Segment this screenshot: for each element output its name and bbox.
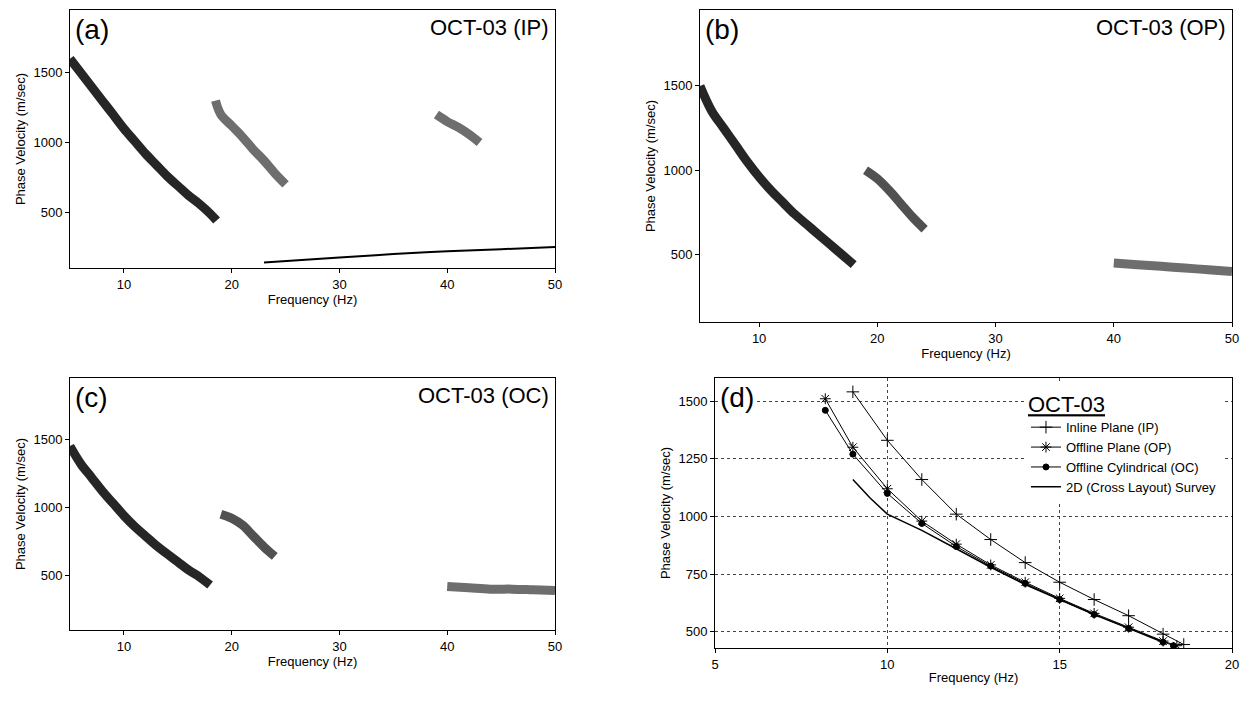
svg-text:Phase Velocity (m/sec): Phase Velocity (m/sec): [13, 73, 28, 205]
svg-text:OCT-03 (IP): OCT-03 (IP): [430, 15, 549, 40]
svg-text:Frequency (Hz): Frequency (Hz): [921, 346, 1011, 361]
svg-text:Frequency (Hz): Frequency (Hz): [929, 670, 1019, 685]
svg-text:OCT-03 (OP): OCT-03 (OP): [1096, 15, 1226, 40]
svg-text:(b): (b): [705, 14, 739, 45]
svg-text:OCT-03 (OC): OCT-03 (OC): [418, 383, 549, 408]
svg-text:500: 500: [686, 624, 708, 639]
svg-text:40: 40: [440, 277, 454, 292]
svg-text:OCT-03: OCT-03: [1028, 392, 1105, 417]
svg-text:(c): (c): [75, 382, 108, 413]
svg-text:10: 10: [117, 277, 131, 292]
svg-text:1500: 1500: [33, 65, 62, 80]
svg-text:Phase Velocity (m/sec): Phase Velocity (m/sec): [643, 100, 658, 232]
svg-text:Offline Cylindrical (OC): Offline Cylindrical (OC): [1066, 460, 1199, 475]
svg-text:1500: 1500: [33, 432, 62, 447]
svg-text:20: 20: [224, 639, 238, 654]
svg-text:50: 50: [1225, 331, 1239, 346]
svg-text:10: 10: [117, 639, 131, 654]
svg-text:30: 30: [332, 277, 346, 292]
svg-text:1000: 1000: [33, 135, 62, 150]
svg-text:40: 40: [1107, 331, 1121, 346]
svg-text:10: 10: [752, 331, 766, 346]
svg-text:1500: 1500: [663, 78, 692, 93]
svg-text:(a): (a): [75, 14, 109, 45]
svg-text:Offline Plane (OP): Offline Plane (OP): [1066, 440, 1171, 455]
svg-text:500: 500: [671, 247, 693, 262]
svg-text:Phase Velocity (m/sec): Phase Velocity (m/sec): [13, 438, 28, 570]
svg-text:5: 5: [711, 657, 718, 672]
svg-text:30: 30: [332, 639, 346, 654]
svg-text:50: 50: [548, 639, 562, 654]
svg-text:1250: 1250: [678, 451, 707, 466]
svg-text:1500: 1500: [678, 394, 707, 409]
svg-text:Frequency (Hz): Frequency (Hz): [268, 654, 358, 669]
svg-text:Phase Velocity (m/sec): Phase Velocity (m/sec): [658, 447, 673, 579]
svg-text:20: 20: [1225, 657, 1239, 672]
svg-text:50: 50: [548, 277, 562, 292]
svg-text:2D (Cross Layout) Survey: 2D (Cross Layout) Survey: [1066, 480, 1216, 495]
svg-text:750: 750: [686, 567, 708, 582]
svg-text:15: 15: [1052, 657, 1066, 672]
svg-text:500: 500: [41, 205, 63, 220]
svg-text:10: 10: [880, 657, 894, 672]
svg-text:500: 500: [41, 568, 63, 583]
svg-text:20: 20: [870, 331, 884, 346]
svg-text:1000: 1000: [33, 500, 62, 515]
svg-text:1000: 1000: [663, 163, 692, 178]
svg-text:(d): (d): [720, 382, 754, 413]
svg-text:Inline Plane (IP): Inline Plane (IP): [1066, 420, 1159, 435]
svg-text:30: 30: [988, 331, 1002, 346]
svg-text:1000: 1000: [678, 509, 707, 524]
svg-text:40: 40: [440, 639, 454, 654]
svg-text:20: 20: [224, 277, 238, 292]
svg-text:Frequency (Hz): Frequency (Hz): [268, 292, 358, 307]
